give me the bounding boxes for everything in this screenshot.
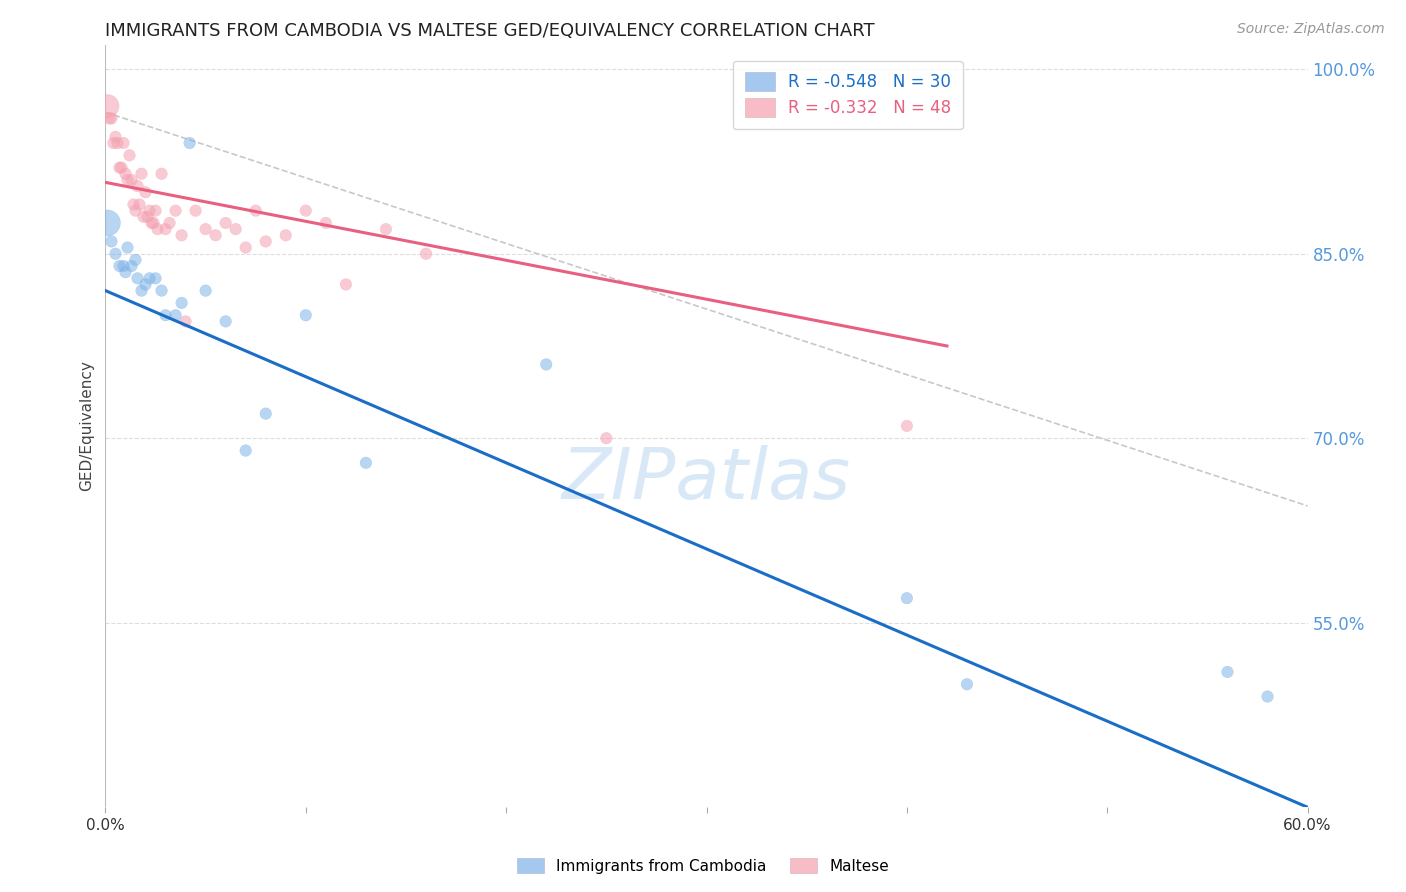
Point bbox=[132, 210, 155, 224]
Point bbox=[104, 129, 127, 144]
Point bbox=[117, 173, 139, 187]
Point bbox=[194, 222, 217, 236]
Point bbox=[174, 314, 197, 328]
Point bbox=[245, 203, 267, 218]
Point bbox=[107, 136, 129, 150]
Point bbox=[956, 677, 979, 691]
Point bbox=[96, 99, 118, 113]
Point bbox=[896, 591, 918, 606]
Point bbox=[118, 148, 141, 162]
Text: IMMIGRANTS FROM CAMBODIA VS MALTESE GED/EQUIVALENCY CORRELATION CHART: IMMIGRANTS FROM CAMBODIA VS MALTESE GED/… bbox=[105, 22, 875, 40]
Point bbox=[214, 314, 236, 328]
Point bbox=[96, 216, 118, 230]
Point bbox=[136, 210, 159, 224]
Text: ZIPatlas: ZIPatlas bbox=[562, 445, 851, 514]
Point bbox=[124, 203, 146, 218]
Point bbox=[295, 308, 318, 322]
Point bbox=[254, 407, 277, 421]
Legend: R = -0.548   N = 30, R = -0.332   N = 48: R = -0.548 N = 30, R = -0.332 N = 48 bbox=[733, 61, 963, 129]
Point bbox=[184, 203, 207, 218]
Point bbox=[112, 259, 135, 273]
Point bbox=[595, 431, 617, 445]
Point bbox=[100, 112, 122, 126]
Legend: Immigrants from Cambodia, Maltese: Immigrants from Cambodia, Maltese bbox=[510, 852, 896, 880]
Point bbox=[170, 228, 193, 243]
Point bbox=[135, 185, 157, 199]
Y-axis label: GED/Equivalency: GED/Equivalency bbox=[79, 360, 94, 491]
Point bbox=[295, 203, 318, 218]
Point bbox=[254, 235, 277, 249]
Point bbox=[108, 161, 131, 175]
Point bbox=[1216, 665, 1239, 679]
Point bbox=[235, 241, 257, 255]
Point bbox=[142, 216, 165, 230]
Point bbox=[145, 271, 167, 285]
Point bbox=[138, 203, 160, 218]
Text: Source: ZipAtlas.com: Source: ZipAtlas.com bbox=[1237, 22, 1385, 37]
Point bbox=[135, 277, 157, 292]
Point bbox=[145, 203, 167, 218]
Point bbox=[354, 456, 377, 470]
Point bbox=[204, 228, 226, 243]
Point bbox=[127, 179, 149, 194]
Point bbox=[146, 222, 169, 236]
Point bbox=[131, 284, 153, 298]
Point bbox=[415, 246, 437, 260]
Point bbox=[179, 136, 201, 150]
Point bbox=[124, 252, 146, 267]
Point bbox=[100, 235, 122, 249]
Point bbox=[159, 216, 181, 230]
Point bbox=[194, 284, 217, 298]
Point bbox=[141, 216, 163, 230]
Point bbox=[131, 167, 153, 181]
Point bbox=[122, 197, 145, 211]
Point bbox=[1257, 690, 1279, 704]
Point bbox=[335, 277, 357, 292]
Point bbox=[315, 216, 337, 230]
Point bbox=[155, 308, 177, 322]
Point bbox=[274, 228, 297, 243]
Point bbox=[374, 222, 398, 236]
Point bbox=[127, 271, 149, 285]
Point bbox=[150, 167, 173, 181]
Point bbox=[117, 241, 139, 255]
Point bbox=[98, 112, 121, 126]
Point bbox=[114, 167, 136, 181]
Point bbox=[121, 173, 143, 187]
Point bbox=[121, 259, 143, 273]
Point bbox=[155, 222, 177, 236]
Point bbox=[896, 419, 918, 434]
Point bbox=[128, 197, 150, 211]
Point bbox=[114, 265, 136, 279]
Point bbox=[225, 222, 247, 236]
Point bbox=[104, 246, 127, 260]
Point bbox=[165, 203, 187, 218]
Point bbox=[170, 296, 193, 310]
Point bbox=[150, 284, 173, 298]
Point bbox=[110, 161, 132, 175]
Point bbox=[112, 136, 135, 150]
Point bbox=[165, 308, 187, 322]
Point bbox=[138, 271, 160, 285]
Point bbox=[235, 443, 257, 458]
Point bbox=[534, 358, 557, 372]
Point bbox=[108, 259, 131, 273]
Point bbox=[214, 216, 236, 230]
Point bbox=[103, 136, 125, 150]
